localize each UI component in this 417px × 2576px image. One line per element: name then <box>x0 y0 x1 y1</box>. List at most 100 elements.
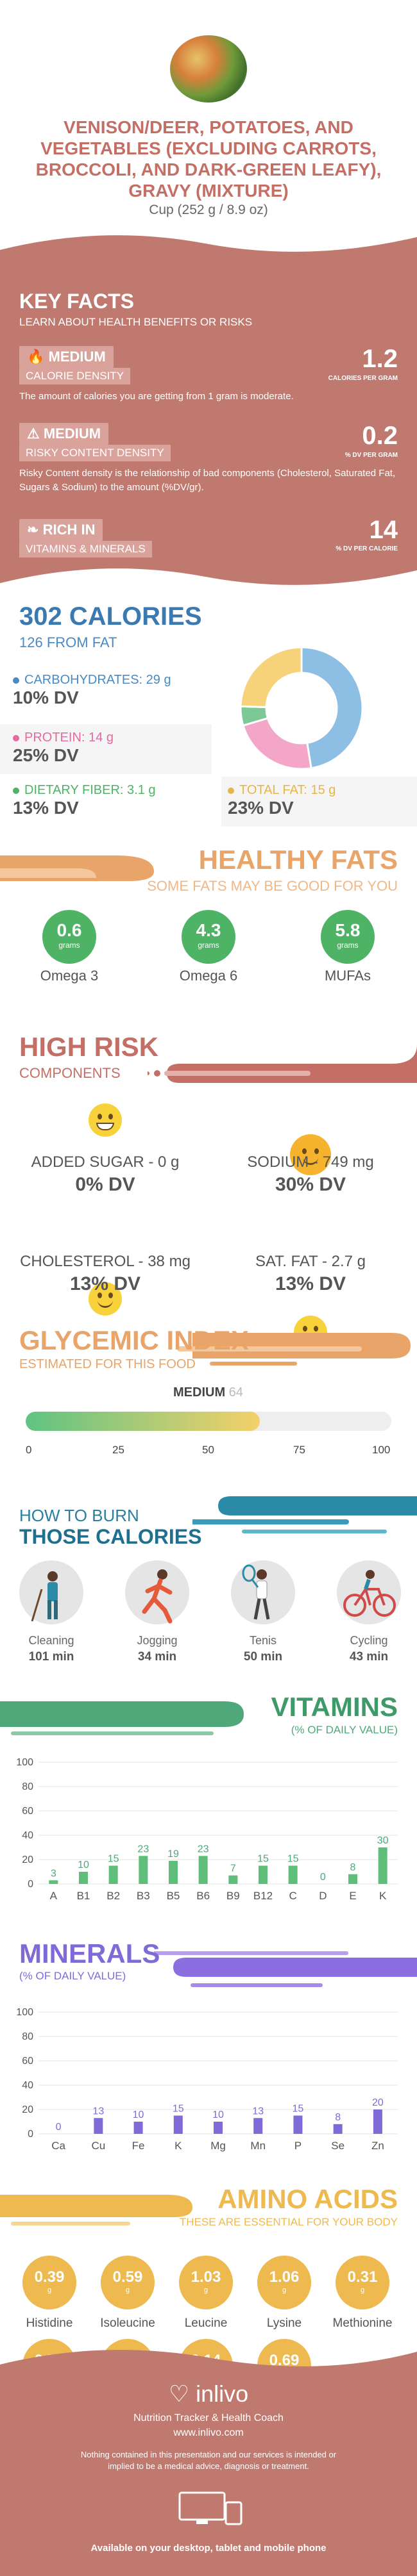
y-tick-label: 0 <box>28 1879 33 1890</box>
footer-tagline: Nutrition Tracker & Health Coach <box>133 2413 284 2423</box>
bar-value-label: 15 <box>173 2104 184 2115</box>
tennis-label: Tenis <box>249 1634 277 1647</box>
gi-scale-fill <box>26 1412 260 1431</box>
cycling-icon <box>337 1560 401 1624</box>
omega6-circle: 4.3 grams <box>182 910 235 964</box>
bar-Fe <box>133 2122 143 2134</box>
omega3-circle: 0.6 grams <box>42 910 96 964</box>
category-label: B12 <box>253 1890 273 1902</box>
footer-background <box>0 2350 417 2576</box>
vitamins-value: 14 <box>369 516 398 544</box>
heart-logo-icon: ♡ <box>168 2381 190 2407</box>
bar-value-label: 23 <box>137 1844 149 1854</box>
footer-url[interactable]: www.inlivo.com <box>173 2427 244 2438</box>
protein-dot <box>13 734 19 741</box>
category-label: Zn <box>371 2140 384 2152</box>
bar-value-label: 10 <box>78 1860 89 1870</box>
y-tick-label: 100 <box>16 2007 33 2018</box>
food-title: VENISON/DEER, POTATOES, AND VEGETABLES (… <box>35 117 382 201</box>
bar-B3 <box>139 1856 148 1884</box>
amino-circle-isoleucine: 0.59 g <box>101 2256 155 2309</box>
bar-Cu <box>94 2118 103 2134</box>
bar-value-label: 7 <box>230 1863 236 1874</box>
y-tick-label: 60 <box>22 2056 33 2067</box>
risky-density-level: ⚠ MEDIUM <box>19 423 109 445</box>
vitamins-title: VITAMINS <box>271 1692 398 1722</box>
bar-value-label: 0 <box>56 2122 62 2133</box>
sat-fat-dv: 13% DV <box>275 1273 346 1294</box>
category-label: Fe <box>132 2140 145 2152</box>
category-label: Mn <box>250 2140 266 2152</box>
amino-unit: g <box>47 2286 52 2294</box>
category-label: B2 <box>106 1890 120 1902</box>
bar-E <box>348 1874 357 1884</box>
cholesterol-dv: 13% DV <box>69 1273 141 1294</box>
burn-title-1: HOW TO BURN <box>19 1506 139 1525</box>
donut-slice-0 <box>300 646 364 770</box>
bar-A <box>49 1880 58 1884</box>
footer-brand: ♡ inlivo <box>168 2381 249 2407</box>
vitamins-bar-chart: 0204060801003A10B115B223B319B523B67B915B… <box>16 1757 398 1902</box>
y-tick-label: 100 <box>16 1757 33 1768</box>
jogging-label: Jogging <box>137 1634 178 1647</box>
gi-value-label: MEDIUM 64 <box>173 1385 243 1399</box>
vitamins-level: ❧ RICH IN <box>19 519 103 541</box>
fiber-dv: 13% DV <box>13 798 79 818</box>
amino-subtitle: THESE ARE ESSENTIAL FOR YOUR BODY <box>179 2216 398 2228</box>
cleaning-icon <box>19 1560 83 1624</box>
donut-slice-1 <box>242 716 312 770</box>
risk-banner-stripe <box>148 1044 417 1083</box>
amino-unit: g <box>125 2286 130 2294</box>
omega3-label: Omega 3 <box>40 968 99 984</box>
gi-tick-25: 25 <box>112 1444 124 1456</box>
omega6-label: Omega 6 <box>179 968 238 984</box>
bar-P <box>293 2115 303 2134</box>
y-tick-label: 40 <box>22 2080 33 2091</box>
bar-Mn <box>253 2118 263 2134</box>
amino-name-isoleucine: Isoleucine <box>100 2316 155 2330</box>
sodium-dv: 30% DV <box>275 1174 346 1195</box>
bar-C <box>288 1865 298 1884</box>
gi-banner-stripe <box>177 1333 411 1366</box>
category-label: Ca <box>51 2140 65 2152</box>
healthy-fats-subtitle: SOME FATS MAY BE GOOD FOR YOU <box>147 878 398 894</box>
category-label: P <box>294 2140 302 2152</box>
y-tick-label: 80 <box>22 1781 33 1792</box>
tennis-min: 50 min <box>243 1650 283 1664</box>
footer-available: Available on your desktop, tablet and mo… <box>90 2543 327 2554</box>
category-label: E <box>349 1890 356 1902</box>
mufas-label: MUFAs <box>324 968 371 984</box>
warning-icon: ⚠ <box>27 425 40 442</box>
amino-name-leucine: Leucine <box>184 2316 228 2330</box>
flame-icon: 🔥 <box>27 349 45 365</box>
vitamins-label: VITAMINS & MINERALS <box>19 541 152 557</box>
gi-tick-75: 75 <box>293 1444 305 1456</box>
jogging-icon <box>125 1560 189 1624</box>
added-sugar-dv: 0% DV <box>75 1174 135 1195</box>
category-label: K <box>174 2140 182 2152</box>
amino-title: AMINO ACIDS <box>217 2184 398 2214</box>
bar-value-label: 13 <box>252 2106 264 2117</box>
bar-value-label: 8 <box>350 1862 356 1873</box>
y-tick-label: 80 <box>22 2031 33 2042</box>
macro-donut-chart <box>239 646 364 770</box>
fiber-row: DIETARY FIBER: 3.1 g 13% DV <box>13 783 218 818</box>
amino-name-lysine: Lysine <box>266 2316 302 2330</box>
calorie-density-level: 🔥 MEDIUM <box>19 346 114 368</box>
amino-value: 0.31 <box>347 2268 378 2286</box>
bar-K <box>378 1847 387 1884</box>
category-label: D <box>319 1890 327 1902</box>
fat-row: TOTAL FAT: 15 g 23% DV <box>228 783 414 818</box>
bar-value-label: 20 <box>372 2097 384 2108</box>
calories-title: 302 CALORIES <box>19 602 202 631</box>
key-facts-title: KEY FACTS <box>19 290 134 313</box>
risky-density-label: RISKY CONTENT DENSITY <box>19 445 171 461</box>
fats-banner-stripe <box>0 855 154 881</box>
amino-circle-lysine: 1.06 g <box>257 2256 311 2309</box>
amino-circle-histidine: 0.39 g <box>22 2256 76 2309</box>
amino-value: 1.03 <box>191 2268 221 2286</box>
gi-subtitle: ESTIMATED FOR THIS FOOD <box>19 1357 196 1371</box>
high-risk-subtitle: COMPONENTS <box>19 1065 121 1081</box>
y-tick-label: 40 <box>22 1830 33 1841</box>
calorie-density-unit: CALORIES PER GRAM <box>328 375 398 382</box>
